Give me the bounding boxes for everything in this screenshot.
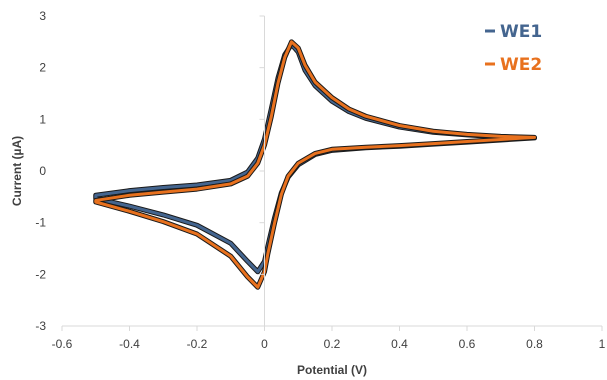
y-tick-label: -3 <box>35 319 46 333</box>
x-tick-label: 0.2 <box>324 337 341 351</box>
x-tick-label: -0.2 <box>187 337 208 351</box>
legend-item-we1: WE1 <box>485 22 542 42</box>
legend-label: WE2 <box>500 55 542 75</box>
y-tick-label: 0 <box>39 164 46 178</box>
y-tick-label: 1 <box>39 112 46 126</box>
series-outline <box>93 39 537 290</box>
y-tick-label: -1 <box>35 216 46 230</box>
x-tick-label: 0 <box>261 337 268 351</box>
x-tick-label: 1 <box>599 337 606 351</box>
x-tick-label: -0.4 <box>119 337 140 351</box>
legend-item-we2: WE2 <box>485 55 542 75</box>
y-tick-label: -2 <box>35 267 46 281</box>
y-tick-label: 2 <box>39 61 46 75</box>
x-tick-label: 0.4 <box>391 337 408 351</box>
legend-label: WE1 <box>500 22 542 42</box>
x-axis-title: Potential (V) <box>297 363 367 377</box>
y-tick-label: 3 <box>39 9 46 23</box>
plot-area <box>93 39 537 290</box>
legend: WE1 WE2 <box>485 22 542 75</box>
tick-labels: 3 2 1 0 -1 -2 -3 -0.6 -0.4 -0.2 0 0.2 0.4 0.6 0.8 1 <box>35 9 605 351</box>
x-tick-label: 0.6 <box>459 337 476 351</box>
series-we2 <box>93 39 537 290</box>
x-tick-label: 0.8 <box>526 337 543 351</box>
axes <box>61 15 603 331</box>
y-axis-title: Current (µA) <box>10 136 24 206</box>
x-tick-label: -0.6 <box>52 337 73 351</box>
series-line <box>94 40 536 289</box>
